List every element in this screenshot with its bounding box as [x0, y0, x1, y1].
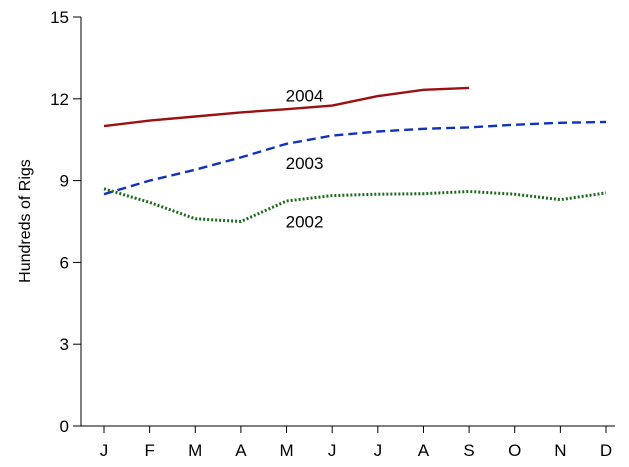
series-label-2003: 2003: [286, 154, 324, 173]
x-tick-label: M: [188, 441, 202, 460]
series-label-2004: 2004: [286, 87, 324, 106]
x-tick-label: J: [328, 441, 337, 460]
series-line-2002: [103, 187, 607, 223]
series-label-2002: 2002: [286, 213, 324, 232]
y-tick-label: 3: [60, 335, 69, 354]
x-tick-label: D: [600, 441, 612, 460]
y-tick-label: 9: [60, 172, 69, 191]
x-tick-label: M: [279, 441, 293, 460]
x-tick-label: N: [554, 441, 566, 460]
series-line-2004: [103, 86, 470, 128]
series-lines: [103, 86, 607, 223]
x-tick-label: J: [374, 441, 383, 460]
y-ticks: 0 3 6 9 12 15: [50, 8, 81, 436]
y-tick-label: 15: [50, 8, 69, 27]
y-tick-label: 6: [60, 253, 69, 272]
x-tick-label: A: [235, 441, 247, 460]
series-line-2003: [103, 120, 607, 196]
x-tick-label: A: [418, 441, 430, 460]
series-labels: 2004 2003 2002: [286, 87, 324, 232]
x-tick-label: O: [508, 441, 521, 460]
y-tick-label: 0: [60, 417, 69, 436]
x-tick-label: J: [100, 441, 109, 460]
x-tick-label: S: [463, 441, 474, 460]
y-axis-title: Hundreds of Rigs: [17, 159, 34, 283]
y-axis: 0 3 6 9 12 15: [50, 8, 82, 436]
x-tick-label: F: [144, 441, 154, 460]
y-tick-label: 12: [50, 90, 69, 109]
